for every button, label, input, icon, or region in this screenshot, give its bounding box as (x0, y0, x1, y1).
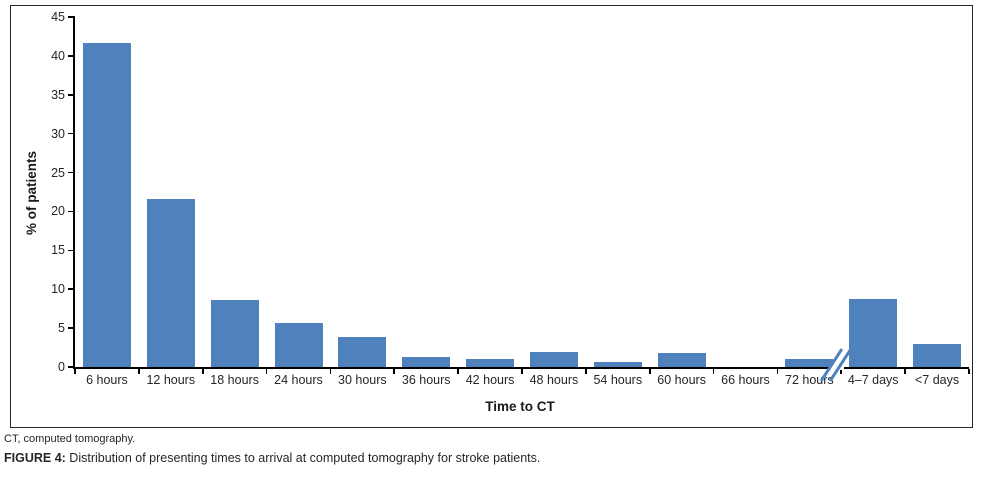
figure-caption-text: Distribution of presenting times to arri… (65, 451, 541, 465)
bar-12-hours (146, 199, 195, 367)
figure-caption: FIGURE 4: Distribution of presenting tim… (4, 451, 540, 465)
y-tick-label: 45 (51, 10, 65, 24)
bar-36-hours (402, 356, 451, 367)
x-tick-label: 54 hours (593, 373, 643, 387)
y-axis-tick (68, 55, 75, 57)
x-axis-tick (648, 369, 651, 374)
y-tick-label: 35 (51, 87, 65, 102)
y-axis-tick (68, 132, 75, 135)
x-axis-tick (776, 369, 779, 374)
x-tick-label: 18 hours (210, 373, 259, 387)
x-axis-tick (521, 369, 523, 374)
x-axis-tick (712, 369, 715, 374)
x-tick-label: 30 hours (338, 373, 387, 387)
bar-48-hours (529, 352, 578, 367)
x-tick-label: 4–7 days (847, 373, 899, 387)
x-axis-tick (201, 369, 204, 374)
y-axis-tick (68, 93, 75, 96)
x-tick-label: <7 days (914, 373, 960, 387)
bar-42-hours (466, 359, 515, 367)
y-axis-tick (68, 249, 75, 252)
y-tick-label: 20 (51, 204, 65, 219)
bar-4-7-days (849, 299, 898, 367)
y-axis-tick (68, 210, 75, 213)
abbreviation-note: CT, computed tomography. (4, 433, 136, 445)
y-axis-tick (68, 171, 75, 174)
bar--7-days (913, 343, 962, 367)
plot-area: 0 5 10 15 20 25 30 35 40 45 6 hours 12 hours 18 hour… (51, 10, 970, 387)
bar-30-hours (338, 336, 387, 367)
x-axis-tick (138, 369, 140, 374)
x-axis-tick (904, 369, 906, 374)
x-tick-label: 48 hours (529, 373, 579, 387)
x-axis-tick (74, 369, 76, 374)
y-tick-label: 40 (51, 48, 65, 63)
x-axis-tick (329, 369, 332, 374)
x-tick-label: 36 hours (401, 373, 451, 387)
y-tick-label: 0 (58, 360, 65, 374)
x-axis-tick (968, 369, 970, 374)
x-tick-label: 12 hours (146, 373, 196, 387)
x-axis-tick (840, 369, 843, 374)
figure-caption-label: FIGURE 4: (4, 451, 66, 465)
y-axis-tick (68, 327, 75, 329)
y-axis-tick (68, 16, 75, 18)
y-tick-label: 25 (51, 165, 65, 180)
y-tick-label: 15 (51, 243, 65, 258)
y-axis-tick (68, 366, 75, 368)
bar-6-hours (82, 43, 131, 367)
chart-frame: % of patients 0 5 10 15 20 25 30 35 40 45 6 hours 1… (10, 5, 973, 428)
y-tick-label: 5 (58, 321, 65, 336)
x-axis-title: Time to CT (485, 399, 555, 414)
bar-54-hours (593, 362, 642, 367)
x-axis-tick (585, 369, 587, 374)
bar-18-hours (210, 300, 259, 367)
y-tick-label: 30 (51, 126, 65, 141)
y-axis-tick (68, 288, 75, 291)
x-tick-label: 6 hours (86, 373, 128, 387)
x-axis-tick (265, 369, 268, 374)
x-axis-tick (393, 369, 396, 374)
x-tick-label: 60 hours (657, 373, 706, 387)
bar-24-hours (274, 323, 323, 367)
x-tick-label: 42 hours (465, 373, 515, 387)
x-axis-tick (457, 369, 459, 374)
bar-60-hours (657, 353, 706, 367)
x-tick-label: 66 hours (721, 373, 770, 387)
y-tick-label: 10 (51, 282, 65, 297)
bar-72-hours (785, 359, 834, 367)
x-tick-label: 24 hours (274, 373, 323, 387)
